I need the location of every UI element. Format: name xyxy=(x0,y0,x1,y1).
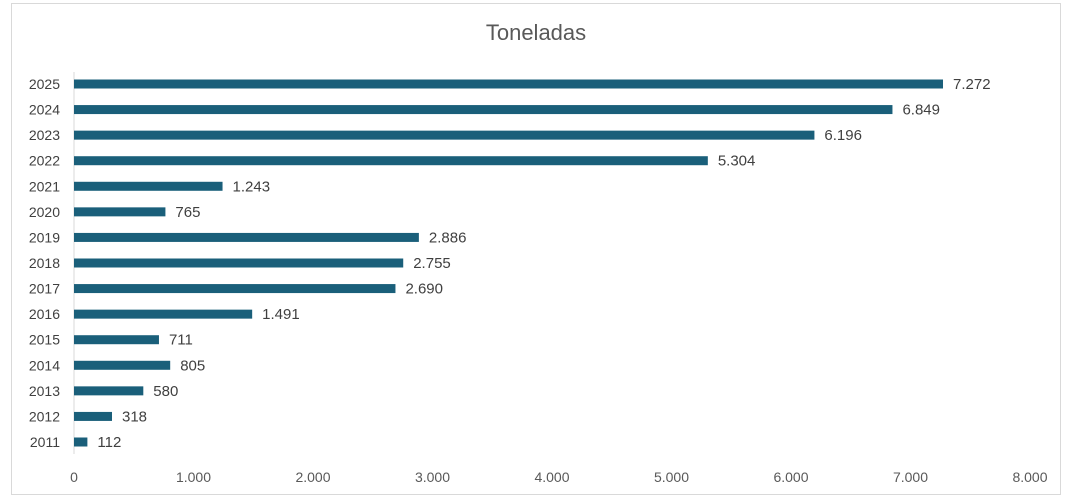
bar-2020 xyxy=(74,207,166,217)
data-label-2015: 711 xyxy=(169,332,193,349)
x-tick-label-4000: 4.000 xyxy=(534,469,569,485)
bars-group xyxy=(74,79,944,447)
category-label-2017: 2017 xyxy=(29,281,60,297)
bar-2017 xyxy=(74,284,396,294)
category-label-2016: 2016 xyxy=(29,306,60,322)
data-label-2024: 6.849 xyxy=(902,102,940,119)
category-label-2018: 2018 xyxy=(29,255,60,271)
bar-2015 xyxy=(74,335,159,345)
data-label-2013: 580 xyxy=(153,383,178,400)
data-label-2021: 1.243 xyxy=(233,178,271,195)
data-label-2020: 765 xyxy=(175,204,200,221)
x-tick-label-1000: 1.000 xyxy=(176,469,211,485)
category-label-2019: 2019 xyxy=(29,229,60,245)
bar-2011 xyxy=(74,437,88,447)
data-label-2011: 112 xyxy=(97,434,121,451)
bar-2022 xyxy=(74,156,708,166)
x-tick-label-3000: 3.000 xyxy=(415,469,450,485)
category-label-2025: 2025 xyxy=(29,76,60,92)
data-label-2022: 5.304 xyxy=(718,153,756,170)
x-tick-label-0: 0 xyxy=(70,469,78,485)
data-label-2018: 2.755 xyxy=(413,255,451,272)
data-label-2019: 2.886 xyxy=(429,229,467,246)
category-labels: 2011 2012 2013 2014 2015 2016 2017 2018 2019 2020… xyxy=(29,76,60,450)
category-label-2012: 2012 xyxy=(29,408,60,424)
category-label-2020: 2020 xyxy=(29,204,60,220)
data-label-2016: 1.491 xyxy=(262,306,300,323)
data-label-2023: 6.196 xyxy=(824,127,862,144)
x-tick-label-8000: 8.000 xyxy=(1012,469,1047,485)
x-tick-label-5000: 5.000 xyxy=(654,469,689,485)
data-label-2025: 7.272 xyxy=(953,76,991,93)
x-tick-label-7000: 7.000 xyxy=(893,469,928,485)
category-label-2022: 2022 xyxy=(29,153,60,169)
data-label-2017: 2.690 xyxy=(405,281,443,298)
bar-2012 xyxy=(74,411,113,421)
x-tick-label-6000: 6.000 xyxy=(773,469,808,485)
bar-2014 xyxy=(74,360,171,370)
bar-2013 xyxy=(74,386,144,396)
data-label-2012: 318 xyxy=(122,408,147,425)
chart-title: Toneladas xyxy=(486,20,586,45)
bar-2018 xyxy=(74,258,404,268)
x-tick-label-2000: 2.000 xyxy=(295,469,330,485)
bar-2016 xyxy=(74,309,253,319)
category-label-2015: 2015 xyxy=(29,332,60,348)
bar-2023 xyxy=(74,130,815,140)
category-label-2024: 2024 xyxy=(29,102,60,118)
data-label-2014: 805 xyxy=(180,357,205,374)
category-label-2011: 2011 xyxy=(30,434,60,450)
category-label-2021: 2021 xyxy=(29,178,60,194)
category-label-2013: 2013 xyxy=(29,383,60,399)
bar-2021 xyxy=(74,181,223,191)
x-tick-labels: 0 1.000 2.000 3.000 4.000 5.000 6.000 7.000 8.00… xyxy=(70,469,1048,485)
bar-2019 xyxy=(74,232,419,242)
category-label-2023: 2023 xyxy=(29,127,60,143)
bar-2025 xyxy=(74,79,944,89)
category-label-2014: 2014 xyxy=(29,357,60,373)
bar-2024 xyxy=(74,105,893,115)
